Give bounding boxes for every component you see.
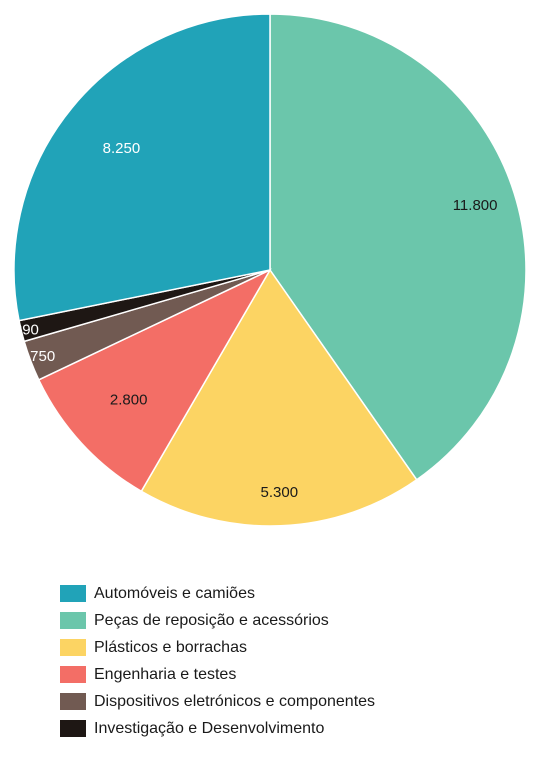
legend-swatch	[60, 666, 86, 683]
pie-slice	[37, 268, 272, 493]
legend: Automóveis e camiões Peças de reposição …	[60, 580, 375, 742]
legend-swatch	[60, 639, 86, 656]
slice-value-label: 5.300	[261, 484, 299, 501]
legend-label: Peças de reposição e acessórios	[94, 611, 329, 629]
legend-swatch	[60, 720, 86, 737]
legend-swatch	[60, 693, 86, 710]
legend-swatch	[60, 612, 86, 629]
pie-labels: 11.800 5.300 2.800 750 390 8.250	[14, 140, 498, 501]
legend-item: Engenharia e testes	[60, 661, 375, 688]
pie-chart: 11.800 5.300 2.800 750 390 8.250	[13, 13, 527, 527]
pie-slices	[13, 13, 527, 527]
legend-swatch	[60, 585, 86, 602]
legend-item: Plásticos e borrachas	[60, 634, 375, 661]
legend-label: Investigação e Desenvolvimento	[94, 719, 325, 737]
slice-value-label: 11.800	[453, 197, 498, 214]
legend-label: Engenharia e testes	[94, 665, 237, 683]
slice-value-label: 2.800	[110, 392, 148, 409]
legend-label: Plásticos e borrachas	[94, 638, 247, 656]
pie-slice	[269, 13, 527, 481]
slice-value-label: 750	[30, 348, 55, 365]
legend-label: Automóveis e camiões	[94, 584, 255, 602]
pie-slice	[140, 268, 418, 527]
legend-label: Dispositivos eletrónicos e componentes	[94, 692, 376, 710]
pie-slice	[13, 13, 271, 322]
slice-value-label: 8.250	[103, 140, 141, 157]
legend-item: Peças de reposição e acessórios	[60, 607, 375, 634]
legend-item: Automóveis e camiões	[60, 580, 375, 607]
slice-value-label: 390	[14, 321, 39, 338]
legend-item: Investigação e Desenvolvimento	[60, 715, 375, 742]
legend-item: Dispositivos eletrónicos e componentes	[60, 688, 375, 715]
